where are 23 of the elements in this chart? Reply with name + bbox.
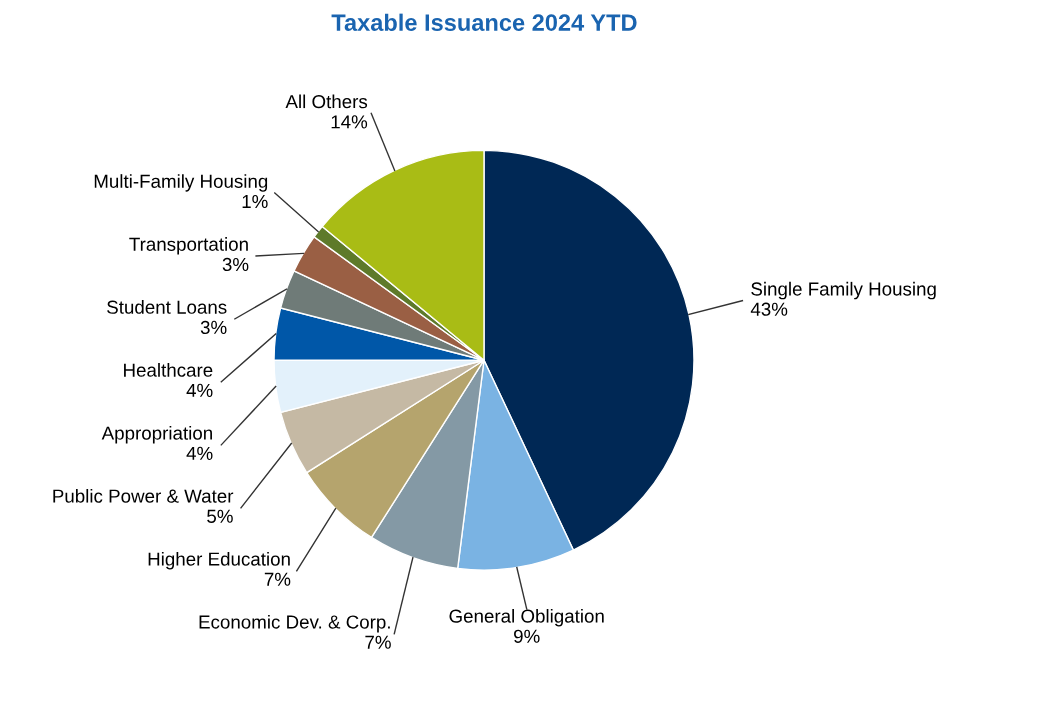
slice-label: Multi-Family Housing	[94, 174, 268, 192]
slice-label: Appropriation	[101, 426, 212, 444]
slice-label: Public Power & Water	[53, 488, 234, 503]
slice-label: Economic Dev. & Corp.	[199, 614, 390, 633]
data-label: 3%	[200, 320, 227, 335]
data-label: 9%	[514, 629, 540, 643]
data-label: 14%	[331, 115, 368, 129]
slice-label: All Others	[285, 94, 368, 109]
slice-label: Transportation	[129, 237, 248, 255]
data-label: 5%	[207, 509, 233, 523]
data-label: 3%	[222, 257, 249, 272]
slice-label: Healthcare	[124, 363, 213, 377]
data-label: 4%	[186, 446, 213, 460]
data-label: 7%	[365, 635, 391, 649]
slice-label: Single Family Housing	[751, 281, 936, 300]
chart-title: Taxable Issuance 2024 YTD	[331, 13, 637, 31]
slice-label: Student Loans	[107, 300, 227, 314]
data-label: 43%	[750, 302, 788, 316]
data-label: 7%	[264, 572, 291, 586]
slice-label: Higher Education	[148, 551, 290, 570]
slice-label: General Obligation	[449, 608, 604, 627]
data-label: 4%	[186, 383, 213, 397]
data-label: 1%	[242, 194, 268, 209]
